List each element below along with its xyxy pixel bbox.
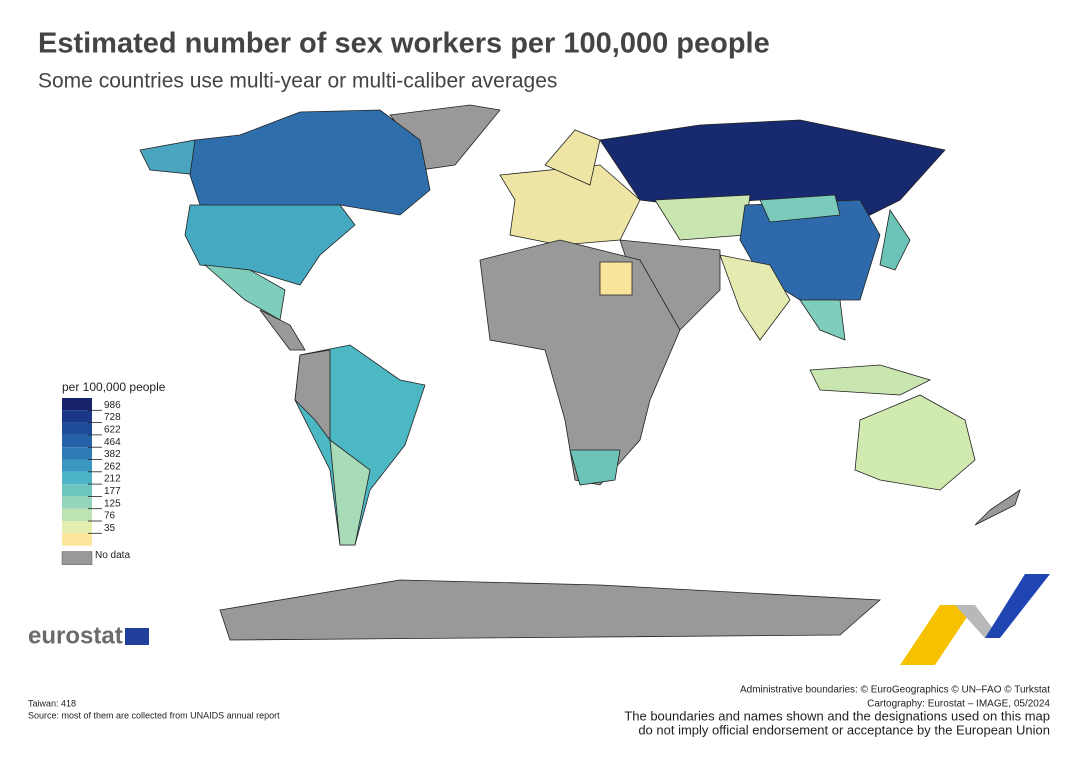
legend-label: 76 bbox=[104, 511, 116, 522]
usa bbox=[184, 204, 356, 286]
credit: Cartography: Eurostat – IMAGE, 05/2024 bbox=[867, 699, 1050, 710]
japan bbox=[879, 208, 911, 271]
legend-swatch bbox=[62, 533, 92, 546]
legend-swatch bbox=[62, 508, 92, 521]
world-map bbox=[139, 104, 1021, 641]
eurostat-graphic bbox=[900, 574, 1050, 665]
new-zealand bbox=[974, 489, 1021, 526]
legend-swatch bbox=[62, 496, 92, 509]
legend-label: 177 bbox=[104, 486, 121, 497]
legend-label: 464 bbox=[104, 437, 121, 448]
subtitle: Some countries use multi-year or multi-c… bbox=[38, 70, 557, 93]
legend-label: 986 bbox=[104, 400, 121, 411]
legend-swatch bbox=[62, 447, 92, 460]
mongolia bbox=[759, 194, 841, 223]
legend-swatch bbox=[62, 471, 92, 485]
legend-swatch bbox=[62, 459, 92, 472]
legend-title: per 100,000 people bbox=[62, 380, 166, 394]
legend-swatch bbox=[62, 410, 92, 423]
antarctica bbox=[219, 579, 882, 641]
note: Taiwan: 418 bbox=[28, 698, 76, 708]
europe bbox=[499, 164, 641, 246]
australia bbox=[854, 394, 976, 491]
legend-swatch bbox=[62, 521, 92, 534]
graphic-yellow bbox=[900, 605, 975, 665]
legend-label: 728 bbox=[104, 412, 121, 423]
africa bbox=[479, 239, 681, 486]
argentina bbox=[329, 439, 371, 546]
legend-swatch bbox=[62, 398, 92, 411]
legend-label: 35 bbox=[104, 523, 116, 534]
graphic-grey bbox=[955, 605, 1000, 638]
legend-swatch bbox=[62, 422, 92, 435]
legend-label: 125 bbox=[104, 498, 121, 509]
disclaimer: The boundaries and names shown and the d… bbox=[624, 708, 1050, 723]
legend-label: 262 bbox=[104, 461, 121, 472]
south-africa bbox=[569, 449, 621, 486]
legend-label: 212 bbox=[104, 474, 121, 485]
mexico bbox=[203, 264, 286, 321]
credit: Administrative boundaries: © EuroGeograp… bbox=[740, 685, 1050, 696]
eurostat-logo: eurostat bbox=[28, 622, 149, 649]
southeast-asia bbox=[799, 299, 846, 341]
legend-swatch bbox=[62, 434, 92, 448]
graphic-blue bbox=[985, 574, 1050, 638]
legend-no-data-label: No data bbox=[95, 550, 130, 561]
title: Estimated number of sex workers per 100,… bbox=[38, 28, 770, 60]
egypt bbox=[599, 261, 633, 296]
legend-label: 382 bbox=[104, 449, 121, 460]
canada bbox=[189, 109, 431, 216]
disclaimer: do not imply official endorsement or acc… bbox=[638, 722, 1050, 737]
andes-countries bbox=[294, 349, 331, 442]
india bbox=[719, 254, 791, 341]
legend-no-data-swatch bbox=[61, 551, 93, 565]
logo-text: eurostat bbox=[28, 622, 123, 649]
legend-swatch bbox=[62, 484, 92, 497]
central-america bbox=[259, 309, 306, 351]
indonesia bbox=[809, 364, 932, 396]
eu-flag bbox=[125, 628, 149, 645]
note: Source: most of them are collected from … bbox=[28, 710, 280, 720]
legend-label: 622 bbox=[104, 425, 121, 436]
